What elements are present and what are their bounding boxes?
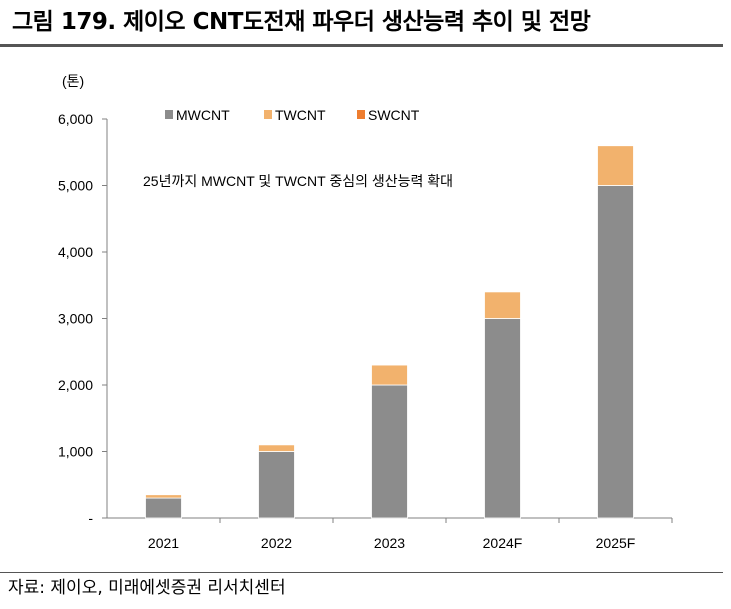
bar-mwcnt-2023 — [371, 384, 408, 519]
bar-mwcnt-2021 — [145, 497, 182, 519]
y-tick-label: 1,000 — [58, 444, 93, 460]
bar-twcnt-2022 — [258, 444, 295, 452]
figure-title: 그림 179. 제이오 CNT도전재 파우더 생산능력 추이 및 전망 — [12, 9, 591, 35]
x-tick-label: 2023 — [374, 535, 405, 551]
y-unit-label: (톤) — [62, 73, 84, 89]
legend-swatch-twcnt — [264, 110, 272, 119]
bar-mwcnt-2025f — [597, 185, 634, 519]
title-divider — [0, 44, 723, 47]
bar-twcnt-2023 — [371, 364, 408, 386]
x-tick-label: 2024F — [483, 535, 523, 551]
source-divider — [0, 572, 723, 573]
x-tick-label: 2025F — [596, 535, 636, 551]
bar-twcnt-2024f — [484, 291, 521, 319]
bar-twcnt-2021 — [145, 494, 182, 499]
bar-mwcnt-2022 — [258, 451, 295, 519]
bar-twcnt-2025f — [597, 145, 634, 186]
source-note: 자료: 제이오, 미래에셋증권 리서치센터 — [8, 578, 286, 598]
y-tick-label: 3,000 — [58, 311, 93, 327]
bar-mwcnt-2024f — [484, 318, 521, 519]
y-tick-label: 4,000 — [58, 244, 93, 260]
y-tick-label: 5,000 — [58, 178, 93, 194]
legend-label: SWCNT — [368, 107, 420, 123]
bar-swcnt-2025f — [597, 144, 634, 147]
chart-annotation: 25년까지 MWCNT 및 TWCNT 중심의 생산능력 확대 — [143, 173, 453, 189]
legend-label: TWCNT — [275, 107, 326, 123]
y-tick-label: - — [88, 510, 93, 526]
y-tick-label: 2,000 — [58, 377, 93, 393]
legend-label: MWCNT — [176, 107, 230, 123]
legend-swatch-mwcnt — [165, 110, 173, 119]
bar-chart: (톤) - 1,000 2,000 3,000 4,000 5,000 6,000 2021 20… — [58, 73, 673, 551]
x-tick-label: 2021 — [148, 535, 179, 551]
y-tick-label: 6,000 — [58, 111, 93, 127]
x-tick-label: 2022 — [261, 535, 292, 551]
legend-swatch-swcnt — [357, 110, 365, 119]
